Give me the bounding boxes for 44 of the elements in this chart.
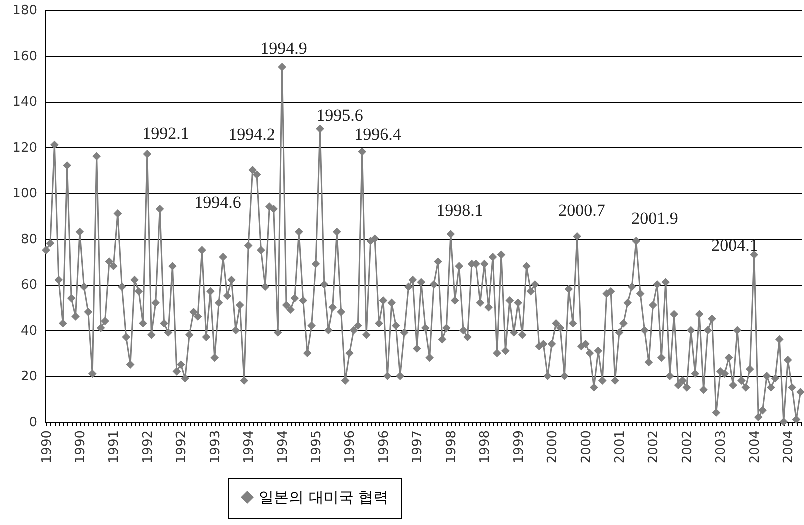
y-tick-label: 60 (20, 278, 38, 294)
x-tick-label: 2004 (782, 430, 797, 464)
x-tick-label: 1992 (174, 430, 190, 464)
y-tick-label: 100 (12, 186, 38, 202)
y-tick-label: 160 (12, 49, 38, 64)
y-tick-label: 40 (20, 324, 38, 339)
y-tick-label: 80 (20, 232, 38, 248)
annotation: 2004.1 (712, 236, 758, 255)
x-tick-label: 2004 (748, 430, 763, 464)
annotation: 1994.6 (194, 193, 242, 212)
x-tick-label: 1994 (276, 430, 291, 464)
x-tick-label: 1999 (512, 430, 527, 464)
x-tick-label: 1998 (478, 430, 494, 464)
legend-label: 일본의 대미국 협력 (259, 488, 389, 506)
annotation: 2001.9 (632, 209, 678, 228)
x-tick-label: 2002 (646, 430, 662, 464)
annotation: 1995.6 (316, 106, 364, 125)
x-tick-label: 2003 (714, 430, 730, 464)
x-tick-label: 1990 (40, 430, 55, 464)
x-tick-label: 1990 (73, 430, 88, 464)
y-tick-label: 180 (12, 4, 38, 18)
annotation: 1994.2 (228, 125, 276, 144)
x-tick-label: 2000 (579, 430, 594, 464)
x-tick-label: 1996 (343, 430, 358, 464)
x-tick-label: 1994 (242, 430, 258, 464)
x-tick-label: 2002 (680, 430, 696, 464)
x-tick-label: 1998 (444, 430, 460, 464)
x-tick-label: 1995 (310, 430, 325, 464)
x-tick-label: 2001 (612, 430, 628, 464)
annotation: 1994.9 (260, 39, 308, 58)
annotation: 2000.7 (558, 201, 606, 220)
x-tick-label: 1993 (208, 430, 224, 464)
y-tick-label: 0 (29, 416, 38, 430)
y-tick-label: 20 (20, 370, 38, 385)
annotation: 1996.4 (354, 125, 402, 144)
x-tick-label: 1997 (410, 430, 426, 464)
x-tick-label: 1996 (376, 430, 392, 464)
x-tick-label: 1991 (107, 430, 122, 464)
annotation: 1992.1 (142, 124, 190, 143)
y-tick-label: 140 (12, 95, 38, 110)
x-tick-label: 2000 (546, 430, 561, 464)
x-tick-label: 1992 (140, 430, 156, 464)
y-tick-label: 120 (12, 140, 38, 156)
annotation: 1998.1 (436, 201, 484, 220)
